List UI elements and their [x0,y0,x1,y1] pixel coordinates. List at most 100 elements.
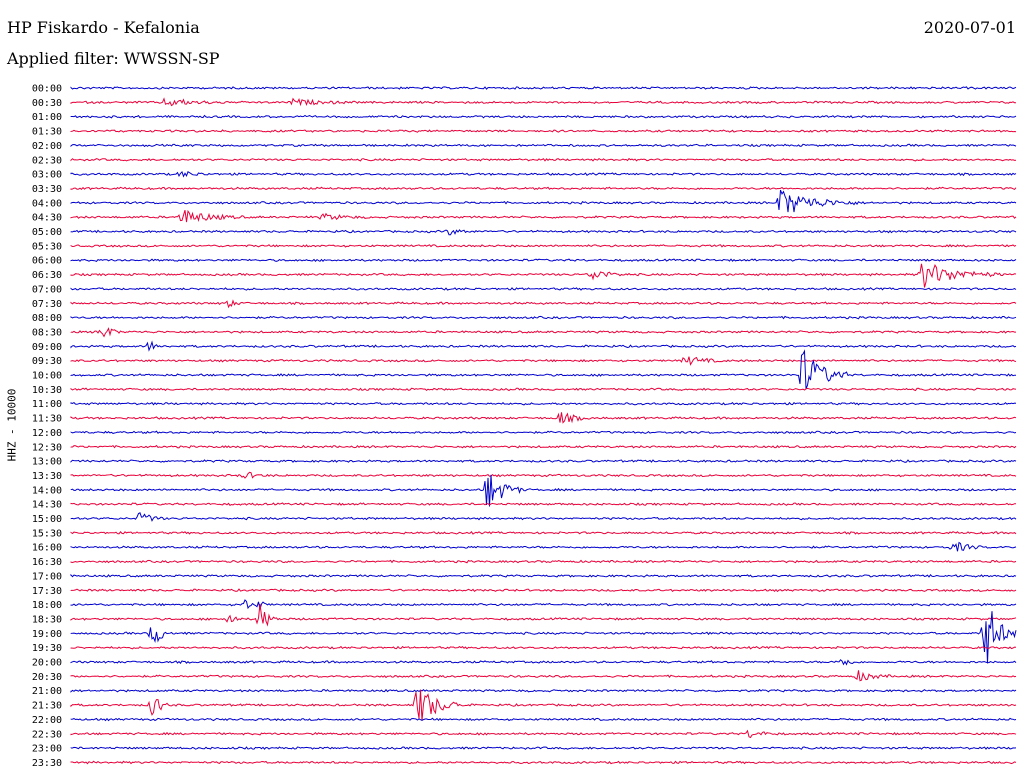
time-tick-label: 03:30 [32,184,62,195]
time-tick-label: 08:00 [32,313,62,324]
filter-label: Applied filter: WWSSN-SP [7,49,220,68]
trace-line [70,659,1017,666]
trace-line [70,688,1017,693]
trace-line [70,263,1017,288]
trace-line [70,315,1017,320]
time-tick-label: 15:00 [32,514,62,525]
trace-line [70,299,1017,309]
time-tick-label: 12:00 [32,428,62,439]
time-tick-label: 16:30 [32,557,62,568]
time-tick-label: 00:00 [32,84,62,95]
trace-line [70,760,1017,765]
time-tick-label: 10:30 [32,385,62,396]
trace-line [70,670,1017,682]
time-tick-label: 11:30 [32,414,62,425]
time-tick-label: 09:30 [32,356,62,367]
time-tick-label: 12:30 [32,442,62,453]
trace-line [70,143,1017,148]
trace-line [70,229,1017,236]
trace-line [70,502,1017,506]
time-tick-label: 06:30 [32,270,62,281]
trace-line [70,189,1017,213]
time-tick-label: 16:00 [32,543,62,554]
trace-line [70,170,1017,178]
time-tick-label: 05:00 [32,227,62,238]
time-tick-label: 21:30 [32,701,62,712]
time-tick-label: 01:30 [32,127,62,138]
trace-line [70,645,1017,650]
trace-line [70,327,1016,338]
trace-line [70,86,1017,90]
trace-line [70,559,1017,564]
trace-line [70,512,1017,522]
trace-line [70,689,1017,721]
time-tick-label: 23:00 [32,744,62,755]
time-tick-label: 07:30 [32,299,62,310]
time-tick-label: 17:00 [32,571,62,582]
trace-line [70,258,1017,262]
time-tick-labels: 00:00 00:30 01:00 01:30 02:00 02:30 03:00 03:30… [32,84,62,769]
trace-line [70,129,1017,133]
time-tick-label: 17:30 [32,586,62,597]
time-tick-label: 03:00 [32,170,62,181]
time-tick-label: 00:30 [32,98,62,109]
time-tick-label: 09:00 [32,342,62,353]
time-tick-label: 20:30 [32,672,62,683]
trace-line [70,412,1017,424]
time-tick-label: 19:00 [32,629,62,640]
time-tick-label: 19:30 [32,643,62,654]
trace-line [70,729,1017,739]
trace-line [70,588,1017,593]
time-tick-label: 14:30 [32,500,62,511]
trace-line [70,349,1017,389]
trace-line [70,474,1017,507]
trace-line [70,209,1017,223]
trace-line [70,459,1017,463]
time-tick-label: 20:00 [32,658,62,669]
time-tick-label: 23:30 [32,758,62,769]
time-tick-label: 07:00 [32,284,62,295]
time-tick-label: 10:00 [32,371,62,382]
time-tick-label: 22:00 [32,715,62,726]
trace-line [70,444,1017,449]
time-tick-label: 02:00 [32,141,62,152]
time-tick-label: 01:00 [32,112,62,123]
trace-line [70,287,1017,291]
trace-line [70,603,1017,627]
time-tick-label: 06:00 [32,256,62,267]
trace-lines [70,86,1017,765]
trace-line [70,114,1017,119]
time-tick-label: 04:00 [32,198,62,209]
trace-line [70,340,1017,352]
trace-line [70,356,1017,366]
time-tick-label: 18:00 [32,600,62,611]
trace-line [70,430,1017,435]
time-tick-label: 21:00 [32,686,62,697]
time-tick-label: 13:30 [32,471,62,482]
trace-line [70,471,1017,479]
trace-line [70,541,1017,552]
time-tick-label: 22:30 [32,729,62,740]
trace-line [70,157,1017,162]
time-tick-label: 08:30 [32,327,62,338]
time-tick-label: 15:30 [32,528,62,539]
trace-line [70,186,1017,191]
trace-line [70,599,1017,610]
time-tick-label: 04:30 [32,213,62,224]
trace-line [70,531,1017,535]
time-tick-label: 18:30 [32,614,62,625]
trace-line [70,611,1017,664]
time-tick-label: 11:00 [32,399,62,410]
date-label: 2020-07-01 [923,18,1016,37]
trace-line [70,244,1017,248]
trace-line [70,97,1016,107]
trace-line [70,717,1017,722]
trace-line [70,573,1017,578]
trace-line [70,387,1017,392]
time-tick-label: 13:00 [32,457,62,468]
time-tick-label: 14:00 [32,485,62,496]
time-tick-label: 05:30 [32,241,62,252]
trace-line [70,746,1017,750]
station-title: HP Fiskardo - Kefalonia [7,18,200,37]
